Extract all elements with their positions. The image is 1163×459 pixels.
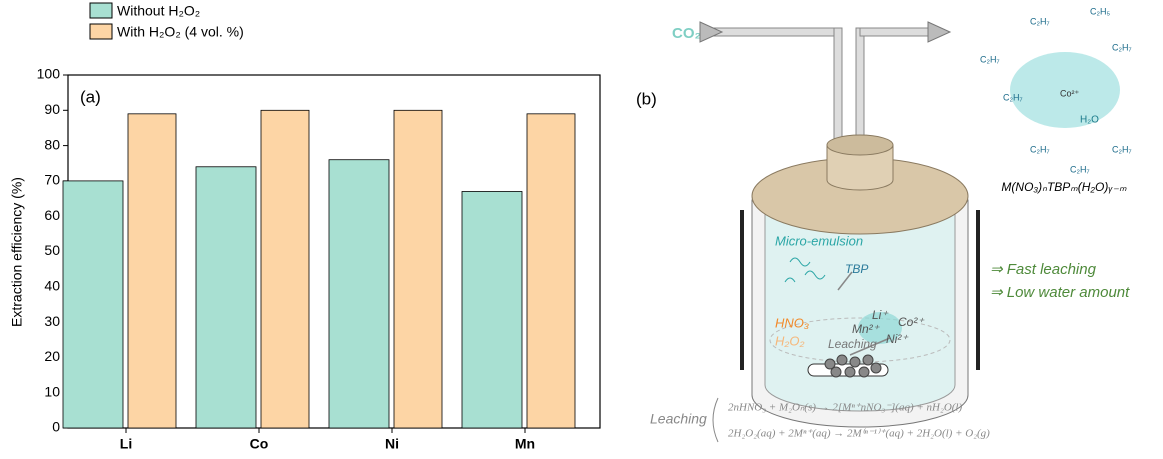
pipe xyxy=(859,27,931,37)
brace xyxy=(712,397,719,443)
bar xyxy=(127,113,177,429)
pipe xyxy=(855,27,865,149)
y-tick-label: 60 xyxy=(44,207,60,223)
atom-label: C₂H₇ xyxy=(980,54,1000,64)
x-tick-label: Li xyxy=(120,436,132,452)
y-tick-label: 30 xyxy=(44,313,60,329)
process-label: Leaching xyxy=(828,337,877,351)
atom-label: C₂H₇ xyxy=(1070,164,1090,174)
complex-formula: M(NO₃)ₙTBPₘ(H₂O)ᵧ₋ₘ xyxy=(1001,180,1127,194)
equation: 2H₂O₂(aq) + 2Mⁿ⁺(aq) → 2M⁽ⁿ⁻¹⁾⁺(aq) + 2H… xyxy=(728,428,990,440)
y-axis-label: Extraction efficiency (%) xyxy=(9,177,25,327)
micelle xyxy=(784,257,826,283)
emulsion-label: Micro-emulsion xyxy=(775,233,863,248)
x-tick-label: Co xyxy=(250,436,269,452)
benefit: ⇒ Fast leaching xyxy=(990,261,1097,278)
equation: 2nHNO₃ + M₂Oₙ(s) → 2[Mⁿ⁺nNO₃⁻](aq) + nH₂… xyxy=(728,402,962,414)
atom-label: C₂H₅ xyxy=(1090,6,1110,16)
x-tick-label: Mn xyxy=(515,436,535,452)
ion-label: Mn²⁺ xyxy=(852,322,881,336)
ion-cloud xyxy=(858,312,902,344)
ion-label: Co²⁺ xyxy=(898,315,925,329)
pipe xyxy=(704,27,836,37)
y-tick-label: 10 xyxy=(44,383,60,399)
complex-cloud xyxy=(1010,52,1120,128)
y-tick-label: 50 xyxy=(44,242,60,258)
benefit: ⇒ Low water amount xyxy=(990,284,1130,301)
legend-swatch xyxy=(89,2,113,19)
legend-label: Without H₂O₂ xyxy=(117,3,200,19)
tbp-label: TBP xyxy=(845,262,868,276)
pipe xyxy=(833,27,843,149)
peroxide-label: H₂O₂ xyxy=(775,333,804,348)
arrow xyxy=(849,337,891,356)
reaction-label: Leaching xyxy=(650,411,707,427)
atom-label: Co²⁺ xyxy=(1060,88,1080,98)
liquid xyxy=(764,204,956,412)
y-tick-label: 80 xyxy=(44,136,60,152)
neck-top xyxy=(826,134,894,156)
legend-swatch xyxy=(89,23,113,40)
neck xyxy=(826,144,894,191)
bar xyxy=(195,166,257,429)
y-tick-label: 40 xyxy=(44,278,60,294)
bar xyxy=(526,113,576,429)
y-tick-label: 100 xyxy=(37,66,61,82)
atom-label: C₂H₇ xyxy=(1030,144,1050,154)
atom-label: C₂H₇ xyxy=(1112,144,1132,154)
atom-label: C₂H₇ xyxy=(1030,16,1050,26)
bar xyxy=(260,109,310,429)
bar xyxy=(461,191,523,429)
arrow xyxy=(927,21,952,43)
y-tick-label: 20 xyxy=(44,348,60,364)
atom-label: H₂O xyxy=(1080,115,1099,126)
atom-label: C₂H₇ xyxy=(1112,42,1132,52)
bar xyxy=(393,109,443,429)
gas-label: CO₂ xyxy=(672,25,701,42)
boundary xyxy=(769,317,951,363)
arrow xyxy=(699,21,724,43)
molecule: C₂H₅ C₂H₇ C₂H₇ C₂H₇ C₂H₇ C₂H₇ C₂H₇ C₂H₇ xyxy=(980,6,1132,174)
bar xyxy=(62,180,124,429)
x-tick-label: Ni xyxy=(385,436,399,452)
y-tick-label: 0 xyxy=(52,419,60,435)
y-tick-label: 70 xyxy=(44,172,60,188)
acid-label: HNO₃ xyxy=(775,315,809,330)
diagram: (b) CO₂ Micro-emulsion TBP HNO₃ H₂O₂ Lea… xyxy=(636,6,1132,443)
legend-label: With H₂O₂ (4 vol. %) xyxy=(117,24,244,40)
ion-label: Ni²⁺ xyxy=(886,332,909,346)
arrow xyxy=(837,271,853,291)
particles xyxy=(824,354,882,378)
bar xyxy=(328,159,390,429)
panel-label: (a) xyxy=(80,87,101,106)
atom-label: C₂H₇ xyxy=(1003,92,1023,102)
panel-label: (b) xyxy=(636,89,657,108)
ion-label: Li⁺ xyxy=(872,308,889,322)
y-tick-label: 90 xyxy=(44,101,60,117)
